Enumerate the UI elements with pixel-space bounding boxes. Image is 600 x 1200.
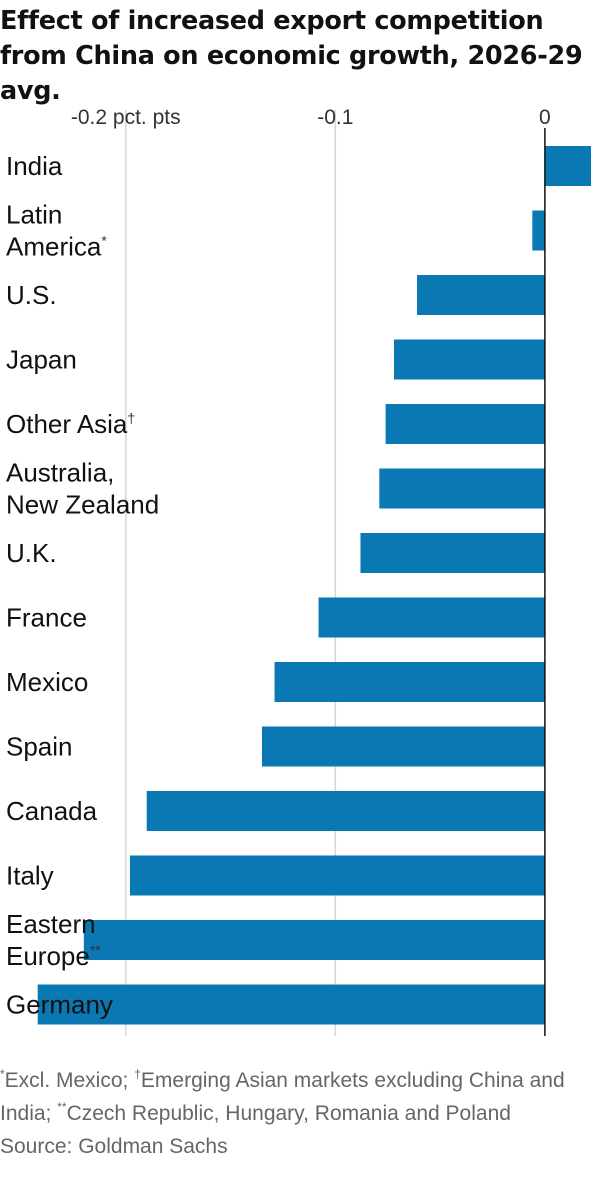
category-label: Japan bbox=[6, 345, 77, 375]
category-label: Other Asia† bbox=[6, 409, 135, 439]
bar bbox=[37, 984, 545, 1025]
category-label: New Zealand bbox=[6, 490, 159, 520]
chart-title: Effect of increased export competition f… bbox=[0, 6, 583, 106]
bar bbox=[274, 662, 545, 702]
bar bbox=[532, 210, 545, 251]
bar bbox=[379, 468, 545, 509]
category-label: Australia, bbox=[6, 458, 114, 488]
footnote-text: *Excl. Mexico; †Emerging Asian markets e… bbox=[0, 1067, 565, 1125]
bar bbox=[146, 791, 545, 831]
bar bbox=[261, 726, 545, 767]
bar bbox=[385, 404, 545, 444]
category-label: Spain bbox=[6, 732, 73, 762]
x-tick-label: -0.1 bbox=[317, 106, 353, 129]
gridlines bbox=[124, 110, 337, 1036]
category-label: France bbox=[6, 603, 87, 633]
bars bbox=[37, 146, 591, 1025]
bar bbox=[417, 275, 545, 315]
bar bbox=[318, 597, 545, 638]
source-note: Source: Goldman Sachs bbox=[0, 1135, 228, 1158]
x-tick-label: -0.2 pct. pts bbox=[71, 106, 181, 129]
category-label: Latin bbox=[6, 200, 62, 230]
bar bbox=[394, 339, 545, 380]
category-label: Canada bbox=[6, 796, 98, 826]
category-label: Europe** bbox=[6, 941, 101, 971]
category-label: Germany bbox=[6, 990, 113, 1020]
category-label: Mexico bbox=[6, 667, 88, 697]
footnotes: *Excl. Mexico; †Emerging Asian markets e… bbox=[0, 1064, 596, 1163]
bar bbox=[83, 920, 545, 960]
category-label: U.K. bbox=[6, 538, 57, 568]
x-axis-tick-labels: -0.2 pct. pts -0.1 0 bbox=[71, 106, 551, 129]
bar bbox=[360, 533, 545, 573]
bar bbox=[129, 855, 545, 896]
x-tick-label: 0 bbox=[539, 106, 551, 129]
category-label: Eastern bbox=[6, 909, 96, 939]
category-label: U.S. bbox=[6, 280, 57, 310]
category-label: Italy bbox=[6, 861, 54, 891]
category-label: America* bbox=[6, 232, 107, 262]
category-label: India bbox=[6, 151, 63, 181]
bar bbox=[544, 146, 591, 186]
